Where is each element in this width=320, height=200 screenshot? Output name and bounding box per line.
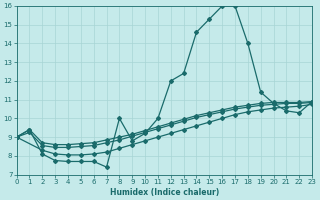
X-axis label: Humidex (Indice chaleur): Humidex (Indice chaleur) <box>110 188 219 197</box>
